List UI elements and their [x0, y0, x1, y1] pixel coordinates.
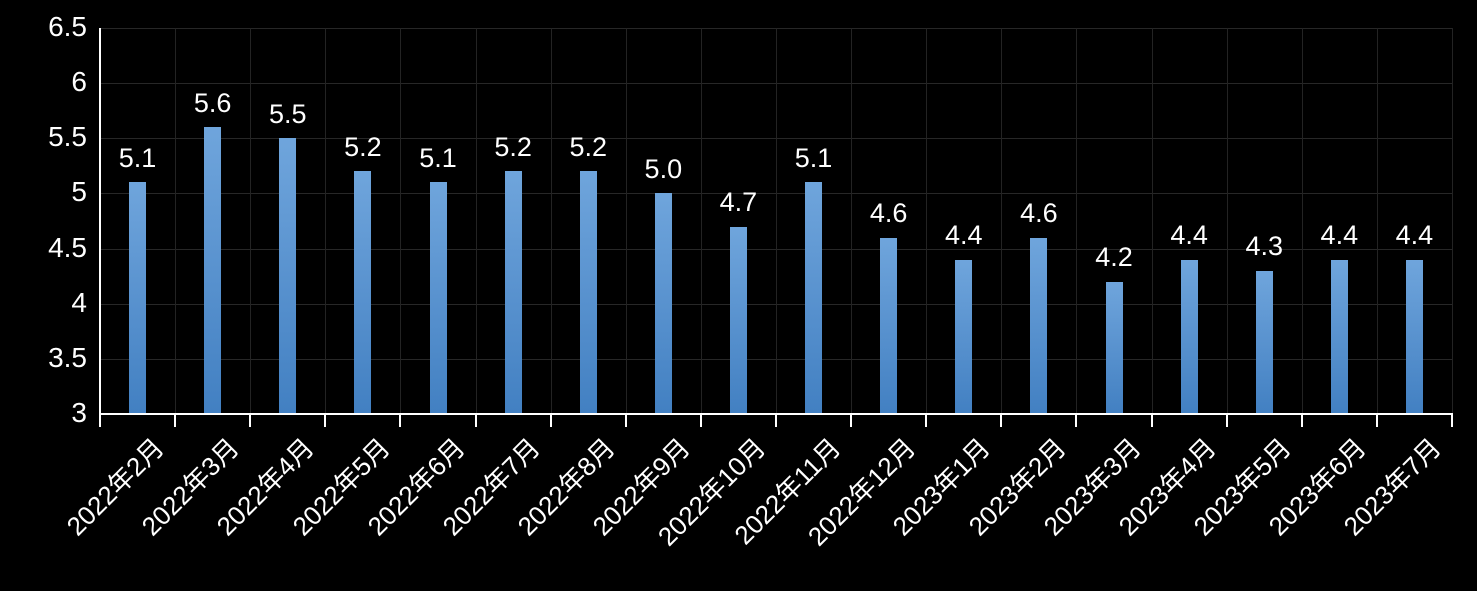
bar [654, 193, 672, 413]
axis-tick [549, 415, 552, 427]
axis-tick [1300, 415, 1303, 427]
y-tick-label: 6.5 [48, 11, 87, 42]
bar-value-label: 5.6 [193, 87, 232, 118]
bar-value-label: 4.7 [719, 186, 758, 217]
y-tick-label: 3 [71, 397, 87, 428]
vertical-gridline [325, 28, 327, 413]
y-tick-label: 4.5 [48, 231, 87, 263]
vertical-gridline [1151, 28, 1153, 413]
axis-tick [1150, 415, 1153, 427]
bar-value-label: 5.5 [268, 98, 307, 129]
x-axis-line [99, 413, 1453, 415]
bar [1330, 259, 1348, 413]
bar [354, 171, 372, 413]
vertical-gridline [550, 28, 552, 413]
bar [955, 259, 973, 413]
bar-value-label: 4.3 [1245, 230, 1283, 261]
axis-tick [699, 415, 702, 427]
bar-value-label: 5.2 [344, 131, 382, 162]
axis-tick [174, 415, 177, 427]
vertical-gridline [700, 28, 702, 413]
axis-tick [99, 415, 101, 427]
axis-tick [324, 415, 327, 427]
vertical-gridline [1076, 28, 1078, 413]
bar [805, 182, 823, 413]
vertical-gridline [1376, 28, 1378, 413]
bar [504, 171, 522, 413]
axis-tick [1075, 415, 1078, 427]
bar-value-label: 5.1 [794, 142, 833, 173]
bar [129, 182, 147, 413]
vertical-gridline [400, 28, 402, 413]
vertical-gridline [1001, 28, 1003, 413]
bar [279, 138, 297, 413]
vertical-gridline [776, 28, 777, 413]
bar [729, 226, 747, 413]
bar-value-label: 5.2 [494, 131, 532, 162]
y-tick-label: 6 [71, 66, 87, 98]
bar [1255, 270, 1273, 413]
axis-tick [1451, 415, 1453, 427]
vertical-gridline [175, 28, 177, 413]
axis-tick [624, 415, 627, 427]
bar-value-label: 5.0 [644, 153, 683, 184]
vertical-gridline [851, 28, 853, 413]
axis-tick [399, 415, 402, 427]
vertical-gridline [1226, 28, 1228, 413]
bar-value-label: 5.2 [569, 131, 607, 162]
bar-value-label: 4.6 [1020, 197, 1058, 228]
bar [1105, 281, 1123, 413]
bar-value-label: 5.1 [419, 142, 457, 173]
axis-tick [1000, 415, 1003, 427]
vertical-gridline [625, 28, 627, 413]
bar-value-label: 4.6 [869, 197, 908, 228]
axis-tick [474, 415, 477, 427]
bar-value-label: 4.2 [1095, 241, 1133, 272]
bar [1030, 237, 1048, 413]
bar [1405, 259, 1423, 413]
vertical-gridline [1452, 28, 1453, 413]
vertical-gridline [926, 28, 928, 413]
bar-value-label: 5.1 [118, 142, 157, 173]
vertical-gridline [1301, 28, 1303, 413]
bar [429, 182, 447, 413]
axis-tick [775, 415, 777, 427]
axis-tick [1225, 415, 1228, 427]
vertical-gridline [250, 28, 252, 413]
y-axis-line [99, 28, 101, 426]
y-tick-label: 4 [71, 286, 87, 318]
bar [1180, 259, 1198, 413]
y-tick-label: 5.5 [48, 121, 87, 153]
y-tick-label: 3.5 [48, 341, 87, 373]
bar-value-label: 4.4 [1395, 219, 1434, 250]
vertical-gridline [475, 28, 477, 413]
bar [204, 127, 222, 413]
bar [579, 171, 597, 413]
bar [880, 237, 898, 413]
axis-tick [249, 415, 252, 427]
y-tick-label: 5 [71, 176, 87, 208]
bar-value-label: 4.4 [1320, 219, 1359, 250]
axis-tick [850, 415, 853, 427]
axis-tick [1375, 415, 1378, 427]
bar-value-label: 4.4 [1170, 219, 1208, 250]
bar-value-label: 4.4 [944, 219, 983, 250]
axis-tick [925, 415, 928, 427]
